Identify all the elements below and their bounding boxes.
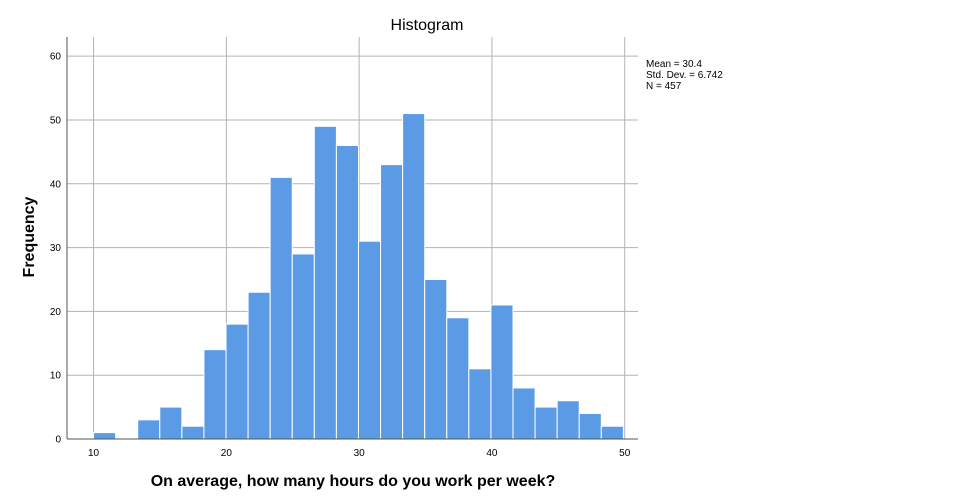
histogram-bar (512, 387, 536, 440)
stat-n: N = 457 (646, 81, 682, 92)
histogram-bar (357, 240, 382, 440)
y-axis-title: Frequency (21, 196, 38, 277)
histogram-bar (490, 304, 514, 440)
y-tick-label: 0 (55, 435, 61, 446)
histogram-bar (313, 125, 337, 440)
histogram-bar (402, 113, 426, 440)
summary-statistics: Mean = 30.4 Std. Dev. = 6.742 N = 457 (646, 59, 723, 92)
histogram-bar (247, 291, 271, 440)
histogram-bar (578, 412, 602, 440)
histogram-bar (269, 176, 293, 440)
bars (93, 113, 624, 440)
histogram-bar (159, 406, 183, 440)
x-tick-labels: 10 20 30 40 50 (88, 448, 631, 459)
histogram-bar (291, 253, 315, 440)
x-axis-title: On average, how many hours do you work p… (151, 473, 556, 490)
histogram-bar (225, 323, 249, 440)
histogram-bar (600, 425, 624, 440)
x-tick-label: 50 (619, 448, 631, 459)
x-tick-label: 10 (88, 448, 100, 459)
x-tick-label: 20 (221, 448, 233, 459)
histogram-bar (93, 432, 117, 440)
histogram-bar (424, 278, 448, 440)
histogram-bar (380, 164, 404, 440)
y-tick-label: 40 (50, 179, 62, 190)
y-tick-label: 20 (50, 307, 62, 318)
histogram-bar (534, 406, 558, 440)
y-tick-label: 60 (50, 52, 62, 63)
histogram-bar (446, 317, 470, 440)
histogram-bar (335, 144, 359, 440)
axes (66, 37, 638, 440)
y-tick-label: 30 (50, 243, 62, 254)
histogram-bar (181, 425, 205, 440)
y-tick-labels: 0 10 20 30 40 50 60 (50, 52, 62, 446)
histogram-bar (203, 349, 227, 440)
histogram-bar (468, 368, 492, 440)
y-tick-label: 50 (50, 115, 62, 126)
y-tick-label: 10 (50, 371, 62, 382)
histogram-bar (137, 419, 161, 440)
chart-title: Histogram (391, 17, 464, 34)
histogram-bar (556, 400, 580, 440)
stat-std-dev: Std. Dev. = 6.742 (646, 70, 723, 81)
x-tick-label: 40 (486, 448, 498, 459)
x-tick-label: 30 (354, 448, 366, 459)
stat-mean: Mean = 30.4 (646, 59, 702, 70)
